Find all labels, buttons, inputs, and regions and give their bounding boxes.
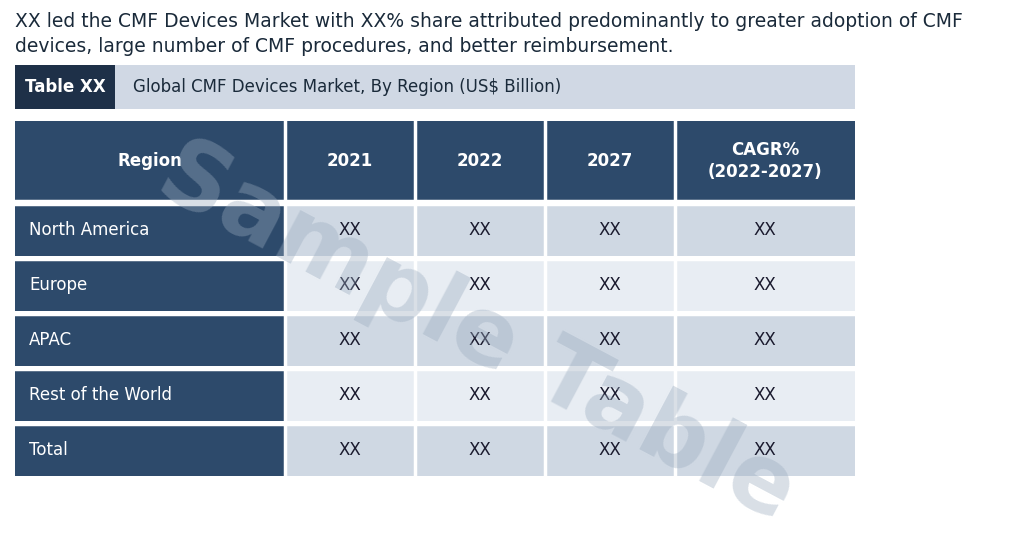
Text: North America: North America	[29, 221, 150, 239]
Bar	[15, 65, 115, 109]
Bar	[285, 424, 855, 476]
Bar	[285, 204, 855, 256]
Text: Table XX: Table XX	[25, 78, 105, 96]
Text: XX: XX	[469, 221, 492, 239]
Text: XX: XX	[754, 276, 776, 294]
Text: XX: XX	[599, 441, 622, 459]
Text: Rest of the World: Rest of the World	[29, 386, 172, 404]
Text: XX: XX	[599, 221, 622, 239]
Text: XX: XX	[339, 441, 361, 459]
Text: XX: XX	[339, 221, 361, 239]
Text: 2027: 2027	[587, 152, 633, 170]
Bar	[15, 259, 285, 311]
Text: XX: XX	[754, 221, 776, 239]
Bar	[15, 424, 285, 476]
Bar	[15, 204, 285, 256]
Bar	[285, 259, 855, 311]
Text: XX: XX	[469, 441, 492, 459]
Text: XX led the CMF Devices Market with XX% share attributed predominantly to greater: XX led the CMF Devices Market with XX% s…	[15, 12, 963, 56]
Text: Region: Region	[118, 152, 182, 170]
Text: Europe: Europe	[29, 276, 87, 294]
Text: Sample Table: Sample Table	[143, 126, 811, 539]
Bar	[285, 369, 855, 421]
Text: XX: XX	[339, 331, 361, 349]
Text: XX: XX	[599, 276, 622, 294]
Bar	[15, 369, 285, 421]
Text: XX: XX	[754, 331, 776, 349]
Bar	[15, 121, 855, 201]
Text: 2021: 2021	[327, 152, 373, 170]
Text: XX: XX	[469, 331, 492, 349]
Text: Total: Total	[29, 441, 68, 459]
Text: XX: XX	[469, 276, 492, 294]
Text: Global CMF Devices Market, By Region (US$ Billion): Global CMF Devices Market, By Region (US…	[133, 78, 561, 96]
Text: APAC: APAC	[29, 331, 72, 349]
Text: XX: XX	[339, 276, 361, 294]
Text: XX: XX	[339, 386, 361, 404]
Text: CAGR%
(2022-2027): CAGR% (2022-2027)	[708, 141, 822, 181]
Text: XX: XX	[754, 441, 776, 459]
Bar	[285, 314, 855, 366]
Text: XX: XX	[599, 331, 622, 349]
Text: XX: XX	[599, 386, 622, 404]
Bar	[115, 65, 855, 109]
Text: 2022: 2022	[457, 152, 503, 170]
Text: XX: XX	[754, 386, 776, 404]
Text: XX: XX	[469, 386, 492, 404]
Bar	[15, 314, 285, 366]
